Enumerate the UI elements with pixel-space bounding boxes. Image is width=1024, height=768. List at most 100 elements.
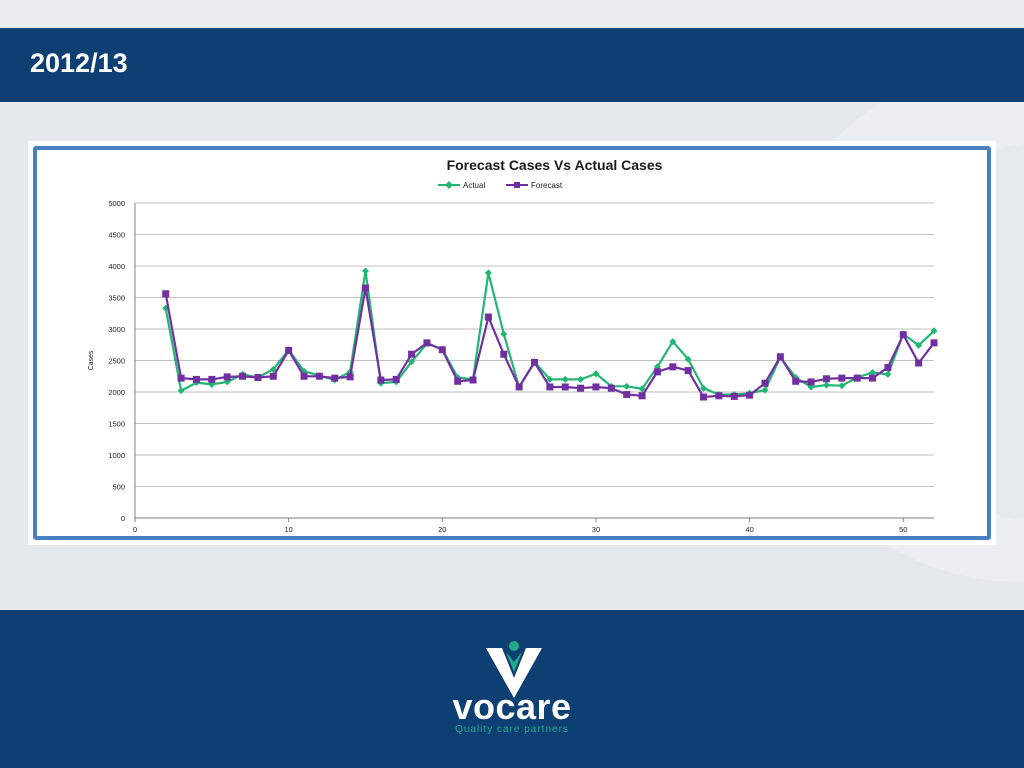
data-point-forecast bbox=[254, 374, 262, 382]
data-point-actual bbox=[669, 338, 677, 346]
data-point-actual bbox=[761, 386, 769, 394]
line-chart: Forecast Cases Vs Actual Cases Actual Fore… bbox=[88, 157, 938, 534]
data-point-forecast bbox=[561, 383, 569, 391]
data-point-forecast bbox=[592, 383, 600, 391]
data-point-actual bbox=[838, 382, 846, 390]
data-point-forecast bbox=[223, 373, 231, 381]
data-point-actual bbox=[930, 327, 938, 335]
data-point-forecast bbox=[192, 375, 200, 383]
data-point-actual bbox=[592, 370, 600, 378]
data-point-forecast bbox=[454, 377, 462, 385]
data-point-forecast bbox=[838, 374, 846, 382]
legend-label: Actual bbox=[463, 181, 485, 190]
data-point-forecast bbox=[469, 376, 477, 384]
data-point-actual bbox=[177, 387, 185, 395]
data-point-forecast bbox=[700, 393, 708, 401]
y-tick-label: 3000 bbox=[108, 325, 125, 334]
data-point-forecast bbox=[730, 392, 738, 400]
data-point-forecast bbox=[853, 374, 861, 382]
data-point-forecast bbox=[930, 339, 938, 347]
y-tick-label: 4000 bbox=[108, 262, 125, 271]
data-point-forecast bbox=[331, 374, 339, 382]
y-tick-label: 0 bbox=[121, 514, 125, 523]
chart-container: Forecast Cases Vs Actual Cases Actual Fore… bbox=[28, 141, 996, 545]
data-point-forecast bbox=[408, 350, 416, 358]
data-point-forecast bbox=[653, 368, 661, 376]
data-point-forecast bbox=[915, 359, 923, 367]
data-point-actual bbox=[546, 375, 554, 383]
data-point-forecast bbox=[423, 339, 431, 347]
data-point-forecast bbox=[869, 374, 877, 382]
y-axis-label: Cases bbox=[88, 350, 95, 370]
data-point-actual bbox=[361, 267, 369, 275]
data-point-forecast bbox=[500, 350, 508, 358]
y-tick-label: 1000 bbox=[108, 451, 125, 460]
top-strip bbox=[0, 0, 1024, 28]
data-point-actual bbox=[269, 365, 277, 373]
data-point-forecast bbox=[269, 372, 277, 380]
data-point-actual bbox=[884, 370, 892, 378]
data-point-forecast bbox=[577, 384, 585, 392]
legend-label: Forecast bbox=[531, 181, 563, 190]
data-point-forecast bbox=[300, 372, 308, 380]
data-point-forecast bbox=[899, 331, 907, 339]
data-point-actual bbox=[638, 385, 646, 393]
data-point-forecast bbox=[315, 372, 323, 380]
data-point-forecast bbox=[792, 377, 800, 385]
data-point-forecast bbox=[546, 383, 554, 391]
data-point-forecast bbox=[638, 392, 646, 400]
data-point-forecast bbox=[484, 313, 492, 321]
data-point-actual bbox=[869, 368, 877, 376]
data-point-forecast bbox=[346, 373, 354, 381]
y-tick-label: 1500 bbox=[108, 420, 125, 429]
y-tick-label: 3500 bbox=[108, 294, 125, 303]
legend-item-forecast: Forecast bbox=[506, 181, 563, 190]
data-point-forecast bbox=[776, 353, 784, 361]
data-point-forecast bbox=[377, 376, 385, 384]
data-point-forecast bbox=[715, 392, 723, 400]
data-point-forecast bbox=[684, 367, 692, 375]
data-point-actual bbox=[300, 367, 308, 375]
data-point-forecast bbox=[208, 375, 216, 383]
data-point-forecast bbox=[285, 346, 293, 354]
data-point-forecast bbox=[822, 375, 830, 383]
y-tick-label: 5000 bbox=[108, 199, 125, 208]
data-point-actual bbox=[561, 375, 569, 383]
data-point-forecast bbox=[515, 383, 523, 391]
data-point-forecast bbox=[438, 346, 446, 354]
data-point-actual bbox=[484, 269, 492, 277]
data-point-forecast bbox=[669, 363, 677, 371]
data-point-forecast bbox=[239, 372, 247, 380]
data-point-forecast bbox=[746, 391, 754, 399]
x-tick-label: 30 bbox=[592, 525, 600, 534]
data-point-forecast bbox=[623, 391, 631, 399]
data-point-actual bbox=[577, 375, 585, 383]
x-tick-label: 50 bbox=[899, 525, 907, 534]
data-point-forecast bbox=[807, 378, 815, 386]
legend-marker bbox=[445, 181, 453, 189]
x-tick-label: 20 bbox=[438, 525, 446, 534]
data-point-forecast bbox=[361, 284, 369, 292]
data-point-actual bbox=[684, 355, 692, 363]
legend-marker bbox=[514, 182, 520, 188]
y-tick-label: 500 bbox=[112, 483, 125, 492]
brand-tagline: Quality care partners bbox=[455, 724, 569, 735]
data-point-actual bbox=[822, 381, 830, 389]
slide-title: 2012/13 bbox=[30, 48, 128, 78]
data-point-forecast bbox=[761, 379, 769, 387]
slide-footer: vocare Quality care partners bbox=[0, 610, 1024, 768]
data-point-actual bbox=[792, 374, 800, 382]
x-tick-label: 10 bbox=[284, 525, 292, 534]
data-point-forecast bbox=[607, 384, 615, 392]
data-point-actual bbox=[915, 341, 923, 349]
data-point-forecast bbox=[177, 374, 185, 382]
data-point-forecast bbox=[884, 363, 892, 371]
y-tick-label: 4500 bbox=[108, 231, 125, 240]
y-tick-label: 2000 bbox=[108, 388, 125, 397]
brand-name: vocare bbox=[452, 686, 572, 727]
chart-title: Forecast Cases Vs Actual Cases bbox=[447, 157, 663, 173]
data-point-forecast bbox=[531, 358, 538, 366]
data-point-actual bbox=[223, 378, 231, 386]
data-point-actual bbox=[408, 358, 416, 366]
x-tick-label: 40 bbox=[745, 525, 753, 534]
